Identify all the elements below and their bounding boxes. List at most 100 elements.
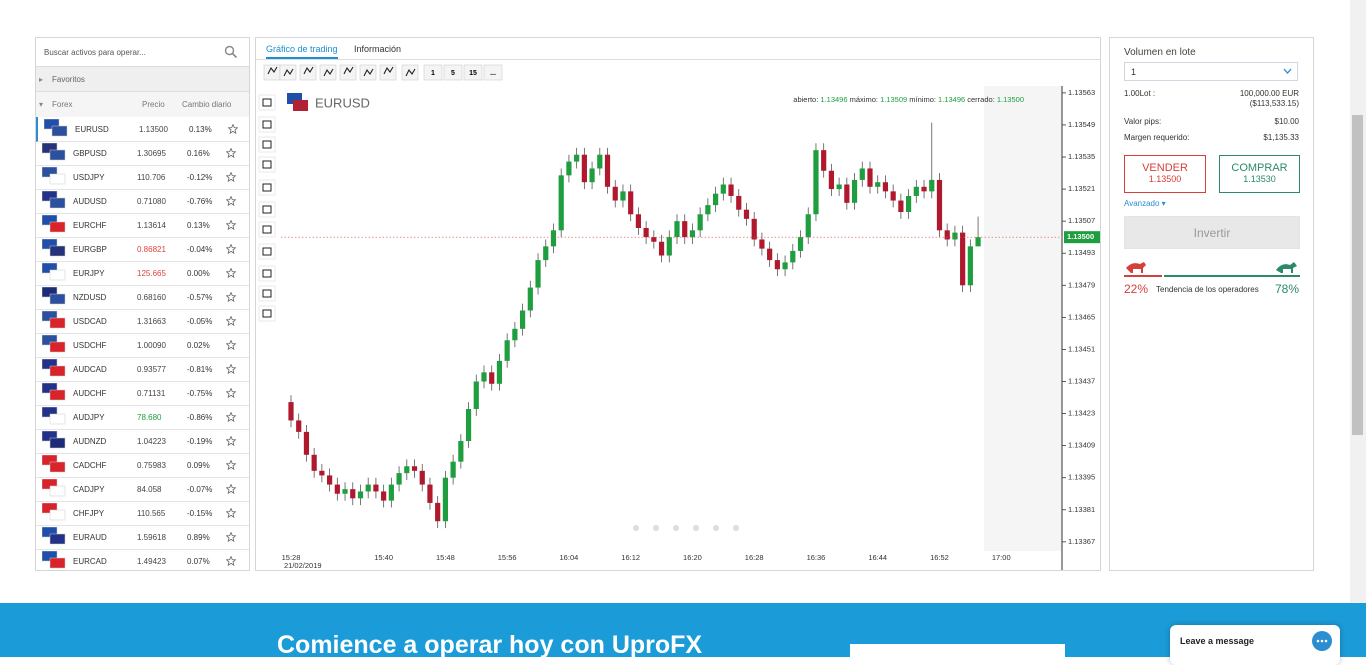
asset-row[interactable]: AUDJPY 78.680 -0.86%	[36, 405, 249, 430]
asset-row[interactable]: EURUSD 1.13500 0.13%	[36, 117, 249, 142]
tab[interactable]: Gráfico de trading	[266, 44, 338, 59]
asset-row[interactable]: EURJPY 125.665 0.00%	[36, 261, 249, 286]
toolbar-button[interactable]	[319, 64, 337, 81]
asset-row[interactable]: USDJPY 110.706 -0.12%	[36, 165, 249, 190]
toolbar-button[interactable]	[279, 64, 297, 81]
drawing-tool[interactable]	[258, 243, 276, 260]
favorite-star[interactable]	[226, 388, 236, 398]
y-tick-label: 1.13395	[1068, 473, 1095, 482]
asset-price: 1.00090	[137, 341, 166, 350]
favorite-star[interactable]	[226, 340, 236, 350]
advanced-link[interactable]: Avanzado ▾	[1124, 199, 1166, 208]
favorite-star[interactable]	[226, 508, 236, 518]
asset-row[interactable]: EURCAD 1.49423 0.07%	[36, 549, 249, 570]
tool-icon	[262, 140, 272, 149]
drawing-tool[interactable]	[258, 305, 276, 322]
chat-widget[interactable]: Leave a message	[1170, 625, 1340, 665]
candle-body	[751, 218, 757, 240]
asset-symbol: AUDCAD	[73, 365, 107, 374]
favorites-row[interactable]: ▸ Favoritos	[36, 66, 249, 92]
asset-row[interactable]: CADJPY 84.058 -0.07%	[36, 477, 249, 502]
drawing-tool[interactable]	[258, 94, 276, 111]
drawing-tool[interactable]	[258, 136, 276, 153]
scrollbar[interactable]	[1350, 0, 1366, 603]
drawing-tool[interactable]	[258, 179, 276, 196]
favorite-star[interactable]	[226, 556, 236, 566]
flag	[42, 239, 58, 250]
nav-control	[633, 525, 639, 531]
tab[interactable]: Información	[354, 44, 402, 54]
asset-row[interactable]: EURGBP 0.86821 -0.04%	[36, 237, 249, 262]
asset-change: 0.13%	[187, 221, 210, 230]
favorite-star[interactable]	[226, 220, 236, 230]
favorite-star[interactable]	[226, 532, 236, 542]
favorite-star[interactable]	[228, 124, 238, 134]
drawing-tool[interactable]	[258, 201, 276, 218]
invest-button[interactable]: Invertir	[1124, 216, 1300, 249]
toolbar-icon	[323, 68, 334, 77]
asset-row[interactable]: USDCAD 1.31663 -0.05%	[36, 309, 249, 334]
toolbar-button[interactable]	[401, 64, 419, 81]
favorite-star[interactable]	[226, 484, 236, 494]
scroll-thumb[interactable]	[1352, 115, 1363, 435]
drawing-tool[interactable]	[258, 285, 276, 302]
flag	[42, 407, 58, 418]
timeframe-button[interactable]	[463, 64, 483, 81]
favorite-star[interactable]	[226, 148, 236, 158]
toolbar-button[interactable]	[379, 64, 397, 81]
asset-row[interactable]: AUDCHF 0.71131 -0.75%	[36, 381, 249, 406]
flag	[49, 149, 66, 161]
asset-row[interactable]: AUDCAD 0.93577 -0.81%	[36, 357, 249, 382]
volume-select[interactable]: 1	[1124, 62, 1298, 81]
buy-button[interactable]: COMPRAR 1.13530	[1219, 155, 1300, 193]
drawing-tool[interactable]	[258, 221, 276, 238]
timeframe-button[interactable]	[443, 64, 463, 81]
favorite-star[interactable]	[226, 364, 236, 374]
asset-row[interactable]: EURCHF 1.13614 0.13%	[36, 213, 249, 238]
asset-row[interactable]: GBPUSD 1.30695 0.16%	[36, 141, 249, 166]
asset-row[interactable]: AUDNZD 1.04223 -0.19%	[36, 429, 249, 454]
star	[226, 364, 236, 374]
favorite-star[interactable]	[226, 244, 236, 254]
timeframe-button[interactable]	[423, 64, 443, 81]
asset-change: -0.81%	[187, 365, 213, 374]
favorite-star[interactable]	[226, 412, 236, 422]
drawing-tool[interactable]	[258, 265, 276, 282]
banner-form[interactable]	[850, 644, 1065, 664]
favorite-star[interactable]	[226, 292, 236, 302]
bear-percent: 22%	[1124, 282, 1149, 296]
sell-button[interactable]: VENDER 1.13500	[1124, 155, 1206, 193]
search-box[interactable]: Buscar activos para operar...	[44, 48, 146, 57]
favorite-star[interactable]	[226, 196, 236, 206]
toolbar-button[interactable]	[263, 64, 281, 81]
toolbar-button[interactable]	[359, 64, 377, 81]
candle-body	[805, 214, 811, 238]
drawing-tool[interactable]	[258, 156, 276, 173]
asset-row[interactable]: USDCHF 1.00090 0.02%	[36, 333, 249, 358]
favorite-star[interactable]	[226, 460, 236, 470]
asset-row[interactable]: NZDUSD 0.68160 -0.57%	[36, 285, 249, 310]
asset-symbol: USDJPY	[73, 173, 105, 182]
search-icon[interactable]	[224, 45, 238, 59]
favorite-star[interactable]	[226, 316, 236, 326]
y-tick-label: 1.13563	[1068, 88, 1095, 97]
asset-row[interactable]: CHFJPY 110.565 -0.15%	[36, 501, 249, 526]
flag	[49, 461, 66, 473]
asset-row[interactable]: EURAUD 1.59618 0.89%	[36, 525, 249, 550]
timeframe-button[interactable]	[483, 64, 503, 81]
group-label[interactable]: Forex	[52, 100, 73, 109]
favorite-star[interactable]	[226, 268, 236, 278]
favorite-star[interactable]	[226, 172, 236, 182]
toolbar-button[interactable]	[299, 64, 317, 81]
y-tick-label: 1.13465	[1068, 312, 1095, 321]
toolbar-button[interactable]	[339, 64, 357, 81]
asset-price: 0.86821	[137, 245, 166, 254]
tool-icon	[262, 225, 272, 234]
y-tick-label: 1.13423	[1068, 409, 1095, 418]
toolbar-icon	[343, 66, 354, 75]
asset-row[interactable]: CADCHF 0.75983 0.09%	[36, 453, 249, 478]
drawing-tool[interactable]	[258, 116, 276, 133]
asset-row[interactable]: AUDUSD 0.71080 -0.76%	[36, 189, 249, 214]
favorite-star[interactable]	[226, 436, 236, 446]
